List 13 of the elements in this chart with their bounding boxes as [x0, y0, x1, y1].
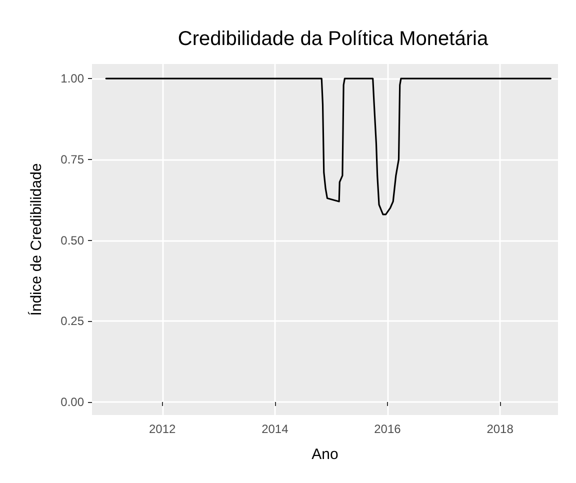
x-tick-label: 2018 — [486, 422, 514, 436]
y-tick-label: 0.50 — [60, 233, 84, 248]
y-tick-label: 0.75 — [60, 152, 84, 166]
y-tick-label: 1.00 — [60, 72, 84, 86]
line-series — [105, 78, 552, 216]
chart-title: Credibilidade da Política Monetária — [178, 28, 489, 50]
y-tick-label: 0.00 — [60, 395, 84, 410]
x-tick-label: 2014 — [262, 422, 289, 436]
y-tick-label: 0.25 — [60, 314, 84, 328]
x-tick-label: 2012 — [149, 422, 176, 436]
x-axis-title: Ano — [312, 446, 338, 463]
y-axis-title: Índice de Credibilidade — [27, 163, 45, 316]
x-tick-label: 2016 — [374, 422, 402, 436]
